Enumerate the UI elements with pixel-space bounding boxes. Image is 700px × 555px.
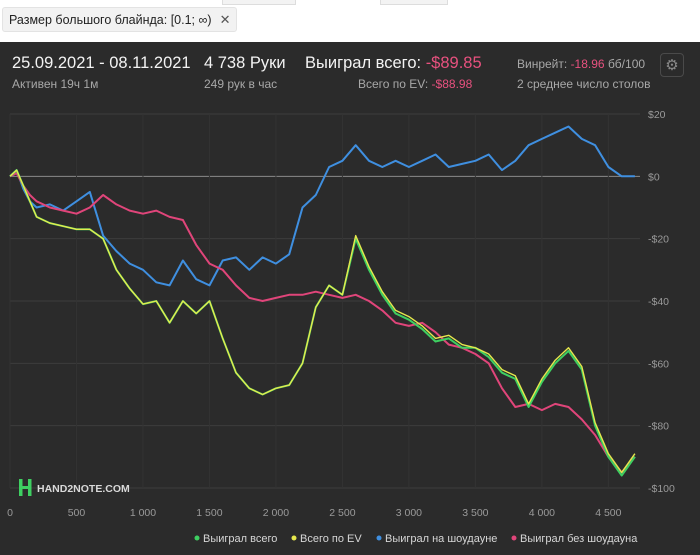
y-tick-label: $20	[648, 109, 666, 121]
series-lines	[9, 125, 636, 477]
logo: HAND2NOTE.COM	[19, 479, 130, 496]
y-tick-label: -$40	[648, 296, 669, 308]
x-tick-label: 1 500	[196, 507, 222, 519]
winrate-value: -18.96	[570, 57, 605, 71]
logo-text: HAND2NOTE.COM	[37, 483, 130, 495]
ev-total: Всего по EV: -$88.98	[358, 77, 472, 91]
x-axis-ticks: 0 500 1 000 1 500 2 000 2 500 3 000 3 500 4 000 4…	[7, 507, 622, 519]
x-tick-label: 3 000	[396, 507, 422, 519]
y-tick-label: -$60	[648, 358, 669, 370]
legend-label: Выиграл всего	[203, 533, 277, 545]
series-line-3	[9, 172, 636, 474]
x-tick-label: 0	[7, 507, 13, 519]
x-tick-label: 4 500	[595, 507, 621, 519]
y-tick-label: $0	[648, 171, 660, 183]
y-tick-label: -$80	[648, 421, 669, 433]
gear-icon[interactable]: ⚙	[660, 53, 684, 77]
close-icon[interactable]: ✕	[219, 11, 231, 27]
x-tick-label: 1 000	[130, 507, 156, 519]
grid	[9, 113, 640, 489]
filter-chip-label: Размер большого блайнда: [0.1; ∞)	[9, 12, 212, 27]
top-tab-2[interactable]	[380, 0, 448, 5]
top-tab-1[interactable]	[222, 0, 296, 5]
legend-label: Выиграл на шоудауне	[385, 533, 497, 545]
won-total-label: Выиграл всего:	[305, 54, 422, 72]
graph-panel: 25.09.2021 - 08.11.2021 Активен 19ч 1м 4…	[0, 42, 700, 555]
series-line-1	[9, 169, 636, 474]
ev-total-value: -$88.98	[431, 77, 473, 91]
x-tick-label: 3 500	[462, 507, 488, 519]
won-total-value: -$89.85	[425, 54, 482, 72]
y-axis-ticks: $20 $0 -$20 -$40 -$60 -$80 -$100	[648, 109, 675, 495]
legend-label: Выиграл без шоудауна	[520, 533, 638, 545]
graph-chart: $20 $0 -$20 -$40 -$60 -$80 -$100 0 500 1 000 1 50…	[7, 109, 675, 545]
legend-label: Всего по EV	[300, 533, 362, 545]
y-tick-label: -$100	[648, 483, 675, 495]
legend-marker	[194, 535, 200, 541]
legend-marker	[291, 535, 297, 541]
hands-per-hour: 249 рук в час	[204, 77, 278, 91]
hands-count: 4 738 Руки	[204, 54, 286, 72]
x-tick-label: 500	[68, 507, 86, 519]
winrate-label: Винрейт:	[517, 57, 568, 71]
x-tick-label: 2 000	[263, 507, 289, 519]
legend: Выиграл всего Всего по EV Выиграл на шоуда…	[194, 533, 638, 545]
winrate: Винрейт: -18.96 бб/100	[517, 57, 645, 71]
won-total: Выиграл всего: -$89.85	[305, 54, 482, 73]
y-tick-label: -$20	[648, 234, 669, 246]
filter-chip[interactable]: Размер большого блайнда: [0.1; ∞) ✕	[2, 7, 238, 32]
x-tick-label: 2 500	[329, 507, 355, 519]
hand2note-logo-icon	[19, 479, 32, 496]
ev-total-label: Всего по EV:	[358, 77, 429, 91]
active-time: Активен 19ч 1м	[12, 77, 99, 91]
legend-marker	[376, 535, 382, 541]
x-tick-label: 4 000	[529, 507, 555, 519]
series-line-0	[9, 169, 636, 477]
avg-tables: 2 среднее число столов	[517, 77, 651, 91]
winrate-unit: бб/100	[607, 57, 646, 71]
legend-marker	[511, 535, 517, 541]
date-range: 25.09.2021 - 08.11.2021	[12, 54, 191, 72]
series-line-2	[9, 125, 635, 287]
